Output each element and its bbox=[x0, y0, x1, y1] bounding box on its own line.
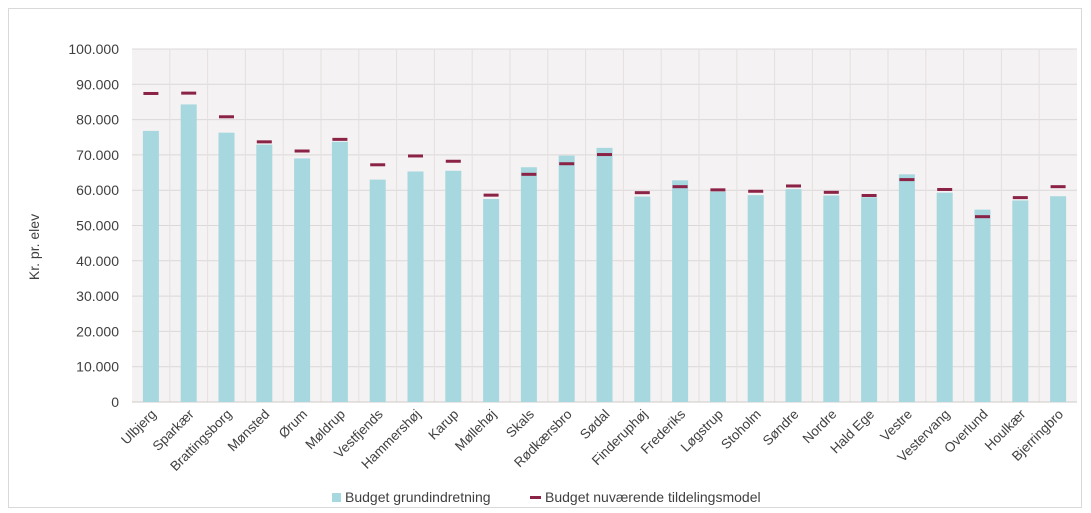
bar bbox=[558, 155, 575, 402]
y-tick-label: 10.000 bbox=[76, 359, 119, 375]
dash-marker bbox=[559, 162, 575, 166]
dash-marker bbox=[219, 115, 234, 119]
dash-marker bbox=[710, 188, 726, 192]
bar bbox=[898, 174, 915, 402]
dash-marker bbox=[521, 172, 537, 176]
y-axis-ticks: 0 10.000 20.000 30.000 40.000 50.000 60.000 70.… bbox=[68, 41, 119, 410]
bar bbox=[634, 196, 651, 402]
dash-marker bbox=[332, 137, 348, 141]
dash-marker bbox=[1050, 185, 1066, 189]
bar bbox=[142, 130, 159, 402]
bar bbox=[823, 195, 840, 402]
dash-marker bbox=[1012, 196, 1028, 200]
bar bbox=[445, 170, 462, 402]
y-tick-label: 60.000 bbox=[76, 182, 119, 198]
bar bbox=[861, 197, 878, 402]
bar bbox=[218, 132, 235, 402]
bar bbox=[974, 209, 991, 402]
dash-marker bbox=[634, 191, 650, 195]
y-tick-label: 50.000 bbox=[76, 218, 119, 234]
dash-marker bbox=[408, 154, 423, 158]
bar bbox=[407, 171, 424, 402]
bar bbox=[520, 167, 537, 402]
bar bbox=[483, 199, 500, 402]
bar bbox=[180, 104, 197, 403]
bar bbox=[1012, 200, 1029, 402]
y-tick-label: 30.000 bbox=[76, 288, 119, 304]
bar bbox=[936, 192, 953, 402]
bar bbox=[747, 195, 764, 402]
bar bbox=[785, 189, 802, 402]
dash-marker bbox=[786, 184, 801, 188]
legend: Budget grundindretning Budget nuværende … bbox=[332, 489, 761, 505]
y-axis-title: Kr. pr. elev bbox=[26, 214, 42, 280]
dash-marker bbox=[937, 187, 953, 191]
legend-label-dash: Budget nuværende tildelingsmodel bbox=[545, 489, 761, 505]
bar bbox=[331, 141, 348, 403]
dash-marker bbox=[294, 149, 310, 153]
y-tick-label: 20.000 bbox=[76, 323, 119, 339]
y-tick-label: 100.000 bbox=[68, 41, 119, 57]
dash-marker bbox=[370, 163, 386, 167]
dash-marker bbox=[143, 91, 159, 95]
y-tick-label: 40.000 bbox=[76, 253, 119, 269]
legend-swatch-bar bbox=[332, 493, 341, 502]
bar bbox=[672, 180, 689, 402]
dash-marker bbox=[597, 153, 612, 157]
bar bbox=[369, 179, 386, 402]
dash-marker bbox=[445, 159, 461, 163]
y-tick-label: 0 bbox=[111, 394, 119, 410]
legend-swatch-dash bbox=[530, 496, 541, 499]
y-tick-label: 80.000 bbox=[76, 112, 119, 128]
dash-markers bbox=[143, 91, 1066, 219]
dash-marker bbox=[181, 91, 197, 95]
dash-marker bbox=[975, 215, 990, 219]
y-tick-label: 90.000 bbox=[76, 76, 119, 92]
bars bbox=[142, 104, 1067, 403]
dash-marker bbox=[899, 178, 915, 182]
dash-marker bbox=[483, 193, 499, 197]
legend-label-bar: Budget grundindretning bbox=[345, 489, 491, 505]
bar bbox=[1050, 196, 1067, 402]
y-tick-label: 70.000 bbox=[76, 147, 119, 163]
dash-marker bbox=[748, 189, 764, 193]
chart-frame: 0 10.000 20.000 30.000 40.000 50.000 60.000 70.… bbox=[8, 8, 1082, 508]
bar bbox=[256, 144, 273, 402]
dash-marker bbox=[861, 193, 877, 197]
bar bbox=[294, 158, 311, 402]
bar bbox=[596, 147, 613, 402]
bar bbox=[709, 191, 726, 402]
dash-marker bbox=[256, 140, 272, 144]
dash-marker bbox=[672, 185, 688, 189]
dash-marker bbox=[823, 190, 839, 194]
bar-chart: 0 10.000 20.000 30.000 40.000 50.000 60.000 70.… bbox=[9, 9, 1081, 507]
